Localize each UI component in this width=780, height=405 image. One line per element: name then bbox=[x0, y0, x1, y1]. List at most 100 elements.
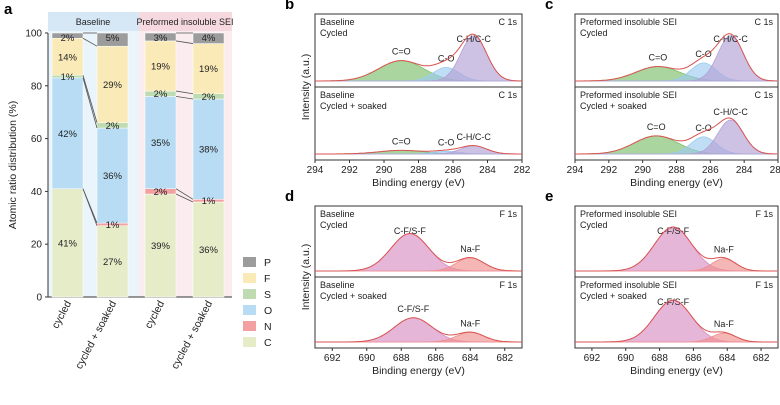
subplot-tag: F 1s bbox=[755, 280, 773, 290]
x-tick-label: 290 bbox=[634, 165, 651, 176]
x-tick-label: 294 bbox=[307, 165, 324, 176]
panel-b: b 294 292 290 288 286 284 282 Binding energy (eV… bbox=[285, 0, 531, 189]
y-axis-title: Atomic ratio distribution (%) bbox=[7, 101, 19, 229]
peak-label: C-F/S-F bbox=[657, 297, 689, 307]
subplot-tag: F 1s bbox=[499, 209, 517, 219]
bar-segment-F bbox=[51, 38, 84, 76]
legend-swatch-N bbox=[243, 321, 256, 331]
bar-segment-F bbox=[192, 43, 225, 94]
bar-value-label: 35% bbox=[151, 138, 171, 149]
subplot-title: Preformed insoluble SEI bbox=[580, 90, 677, 100]
x-axis-title: Binding energy (eV) bbox=[630, 365, 723, 377]
x-tick-label: 288 bbox=[668, 165, 685, 176]
bar-value-label: 14% bbox=[58, 52, 78, 63]
x-category-label: cycled + soaked bbox=[73, 299, 119, 372]
legend-swatch-F bbox=[243, 273, 256, 283]
x-tick-label: 286 bbox=[445, 165, 462, 176]
peak-label: Na-F bbox=[460, 318, 481, 328]
subplot-title: Preformed insoluble SEI bbox=[580, 280, 677, 290]
legend-swatch-C bbox=[243, 337, 256, 347]
subplot-tag: F 1s bbox=[499, 280, 517, 290]
bar-segment-F bbox=[144, 40, 177, 92]
y-axis-title: Intensity (a.u.) bbox=[300, 244, 312, 311]
legend-label-N: N bbox=[264, 321, 272, 333]
subplot-subtitle: Cycled bbox=[580, 28, 608, 38]
subplot-title: Baseline bbox=[320, 280, 355, 290]
peak-label: Na-F bbox=[460, 244, 481, 254]
bar-segment-C bbox=[144, 193, 177, 298]
legend-label-P: P bbox=[264, 257, 271, 269]
bar-value-label: 41% bbox=[58, 238, 78, 249]
legend-label-C: C bbox=[264, 337, 272, 349]
subplot-subtitle: Cycled + soaked bbox=[580, 291, 647, 301]
bar-value-label: 1% bbox=[106, 220, 120, 231]
bar-value-label: 1% bbox=[202, 196, 216, 207]
y-tick-label: 20 bbox=[31, 240, 43, 251]
bar-segment-C bbox=[51, 188, 84, 298]
peak-label: C-F/S-F bbox=[657, 226, 689, 236]
bar-segment-O bbox=[96, 127, 129, 224]
x-tick-label: 684 bbox=[719, 353, 736, 364]
bar-segment-P bbox=[96, 32, 129, 47]
fit-envelope bbox=[315, 144, 522, 155]
bar-connector bbox=[175, 95, 194, 100]
preformed-group-header bbox=[139, 12, 232, 31]
panel-e: e 692 690 688 686 684 682 Binding energy (eV) Pr… bbox=[545, 188, 779, 377]
x-category-label: cycled + soaked bbox=[169, 299, 215, 372]
x-tick-label: 292 bbox=[600, 165, 617, 176]
subplot-tag: C 1s bbox=[498, 90, 517, 100]
subplot-tag: C 1s bbox=[498, 17, 517, 27]
bar-value-label: 42% bbox=[58, 129, 78, 140]
fit-envelope bbox=[315, 317, 522, 343]
bar-value-label: 4% bbox=[202, 33, 216, 44]
panel-a: a Baseline Preformed insoluble SEI 0 20 40 60 8… bbox=[4, 1, 272, 371]
bar-connector bbox=[175, 193, 194, 203]
x-tick-label: 690 bbox=[358, 353, 375, 364]
subplot-subtitle: Cycled bbox=[320, 28, 348, 38]
bar-connector bbox=[82, 188, 98, 224]
subplot-title: Baseline bbox=[320, 209, 355, 219]
bar-value-label: 29% bbox=[103, 80, 123, 91]
fit-envelope bbox=[315, 233, 522, 272]
fit-envelope bbox=[575, 226, 778, 272]
bar-segment-C bbox=[192, 201, 225, 298]
fit-envelope bbox=[315, 33, 523, 82]
bar-connector bbox=[175, 90, 194, 95]
x-tick-label: 684 bbox=[462, 353, 479, 364]
fit-envelope bbox=[575, 299, 778, 343]
y-tick-label: 100 bbox=[25, 29, 42, 40]
x-tick-label: 282 bbox=[770, 165, 780, 176]
x-tick-label: 292 bbox=[341, 165, 358, 176]
x-tick-label: 688 bbox=[651, 353, 668, 364]
bar-connector bbox=[175, 40, 194, 44]
panel-label-e: e bbox=[545, 188, 553, 205]
bar-connector bbox=[82, 77, 98, 129]
bar-connector bbox=[82, 37, 98, 47]
bar-value-label: 36% bbox=[103, 171, 123, 182]
peak-label: C=O bbox=[392, 136, 411, 146]
legend-label-S: S bbox=[264, 289, 271, 301]
x-axis-title: Binding energy (eV) bbox=[372, 365, 465, 377]
baseline-group-header bbox=[48, 12, 139, 31]
bar-segment-O bbox=[51, 77, 84, 190]
subplot-subtitle: Cycled + soaked bbox=[580, 101, 647, 111]
group-label-preformed: Preformed insoluble SEI bbox=[136, 17, 233, 27]
peak-label: Na-F bbox=[714, 319, 735, 329]
group-label-baseline: Baseline bbox=[76, 17, 111, 27]
bar-value-label: 2% bbox=[154, 187, 168, 198]
y-tick-label: 40 bbox=[31, 187, 43, 198]
legend-label-F: F bbox=[264, 273, 270, 285]
fit-component bbox=[315, 233, 522, 272]
peak-label: C-F/S-F bbox=[394, 226, 426, 236]
y-tick-label: 80 bbox=[31, 81, 43, 92]
peak-label: Na-F bbox=[714, 245, 735, 255]
subplot-subtitle: Cycled bbox=[580, 220, 608, 230]
subplot-title: Baseline bbox=[320, 17, 355, 27]
bar-value-label: 2% bbox=[61, 33, 75, 44]
bar-value-label: 5% bbox=[106, 33, 120, 44]
x-axis-title: Binding energy (eV) bbox=[630, 177, 723, 189]
x-tick-label: 682 bbox=[753, 353, 770, 364]
legend-swatch-O bbox=[243, 305, 256, 315]
subplot-subtitle: Cycled bbox=[320, 220, 348, 230]
